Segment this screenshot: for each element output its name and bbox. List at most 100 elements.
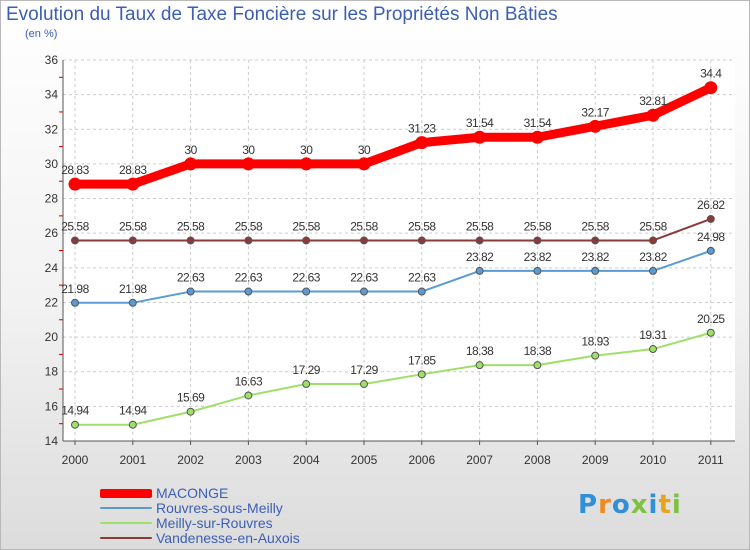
data-point — [704, 81, 718, 95]
data-point — [71, 420, 79, 429]
legend-label: Meilly-sur-Rouvres — [156, 515, 273, 531]
data-label: 21.98 — [61, 282, 89, 296]
data-point — [360, 380, 368, 389]
series-line-Rouvres-sous-Meilly — [74, 249, 712, 304]
data-label: 17.85 — [408, 353, 436, 367]
y-tick-label: 34 — [45, 88, 59, 102]
data-point — [591, 236, 600, 245]
chart-title: Evolution du Taux de Taxe Foncière sur l… — [6, 4, 558, 25]
y-tick-label: 22 — [45, 295, 59, 309]
data-point — [706, 246, 715, 255]
data-point — [360, 236, 368, 245]
legend-item: MACONGE — [100, 485, 228, 501]
data-point — [591, 351, 600, 360]
data-point — [302, 380, 311, 389]
logo-letter: o — [611, 490, 631, 520]
data-label: 24.98 — [697, 230, 725, 244]
data-label: 25.58 — [350, 219, 378, 233]
data-label: 16.63 — [235, 374, 263, 388]
data-point — [71, 298, 79, 307]
data-point — [128, 420, 137, 429]
data-point — [68, 177, 82, 191]
data-label: 31.54 — [466, 116, 494, 130]
x-tick-label: 2007 — [466, 453, 493, 467]
x-tick-label: 2005 — [351, 453, 378, 467]
y-tick-label: 32 — [45, 122, 59, 136]
x-tick-label: 2002 — [177, 453, 204, 467]
y-tick-label: 14 — [45, 434, 59, 448]
x-tick-label: 2004 — [293, 453, 320, 467]
data-label: 21.98 — [119, 282, 147, 296]
logo-letter: x — [630, 490, 649, 520]
x-tick-label: 2009 — [582, 453, 609, 467]
data-label: 28.83 — [119, 163, 147, 177]
y-tick-label: 28 — [45, 192, 59, 206]
x-tick-label: 2000 — [62, 453, 89, 467]
data-label: 34.4 — [700, 67, 722, 81]
data-label: 25.58 — [466, 219, 494, 233]
logo-letter: r — [598, 490, 612, 520]
series-line-MACONGE — [70, 83, 716, 189]
data-label: 25.58 — [177, 219, 205, 233]
data-label: 30 — [300, 143, 313, 157]
data-point — [302, 236, 311, 245]
data-label: 18.38 — [466, 344, 494, 358]
data-point — [533, 236, 542, 245]
data-label: 22.63 — [350, 271, 378, 285]
legend-item: Meilly-sur-Rouvres — [100, 515, 273, 531]
legend-item: Vandenesse-en-Auxois — [100, 530, 300, 546]
data-point — [646, 108, 660, 122]
data-point — [357, 157, 371, 171]
data-label: 18.38 — [524, 344, 552, 358]
data-point — [302, 287, 311, 296]
data-point — [417, 370, 426, 379]
x-tick-label: 2011 — [698, 453, 724, 467]
legend-swatch — [100, 522, 152, 524]
data-label: 22.63 — [292, 271, 320, 285]
data-label: 23.82 — [524, 250, 552, 264]
data-label: 23.82 — [639, 250, 667, 264]
data-point — [128, 298, 137, 307]
data-point — [473, 130, 487, 144]
data-point — [244, 236, 253, 245]
data-label: 30 — [358, 143, 371, 157]
legend-swatch — [100, 537, 152, 539]
data-point — [360, 287, 368, 296]
data-point — [244, 391, 253, 400]
data-label: 25.58 — [581, 219, 609, 233]
x-tick-label: 2010 — [640, 453, 667, 467]
y-tick-label: 36 — [45, 53, 59, 67]
data-point — [588, 119, 602, 133]
series-line-Vandenesse-en-Auxois — [74, 217, 712, 242]
x-tick-label: 2006 — [408, 453, 435, 467]
logo-letter: i — [671, 490, 682, 520]
data-label: 30 — [184, 143, 197, 157]
y-tick-label: 24 — [45, 261, 59, 275]
legend-label: Vandenesse-en-Auxois — [156, 530, 300, 546]
data-point — [415, 136, 429, 150]
data-point — [184, 157, 198, 171]
data-point — [71, 236, 79, 245]
data-label: 25.58 — [119, 219, 147, 233]
data-point — [649, 266, 657, 275]
data-point — [530, 130, 544, 144]
data-label: 22.63 — [235, 271, 263, 285]
data-point — [475, 266, 484, 275]
x-tick-label: 2008 — [524, 453, 551, 467]
y-tick-label: 26 — [45, 226, 59, 240]
legend-swatch — [100, 507, 152, 509]
data-label: 22.63 — [177, 271, 205, 285]
data-point — [128, 236, 137, 245]
data-label: 25.58 — [61, 219, 89, 233]
data-label: 25.58 — [524, 219, 552, 233]
data-label: 15.69 — [177, 391, 205, 405]
data-point — [591, 266, 600, 275]
data-label: 18.93 — [581, 335, 609, 349]
y-tick-label: 16 — [45, 399, 59, 413]
data-point — [186, 407, 195, 416]
data-label: 30 — [242, 143, 255, 157]
data-point — [533, 361, 542, 370]
logo-letter: P — [578, 490, 599, 520]
logo-letter: i — [648, 490, 659, 520]
